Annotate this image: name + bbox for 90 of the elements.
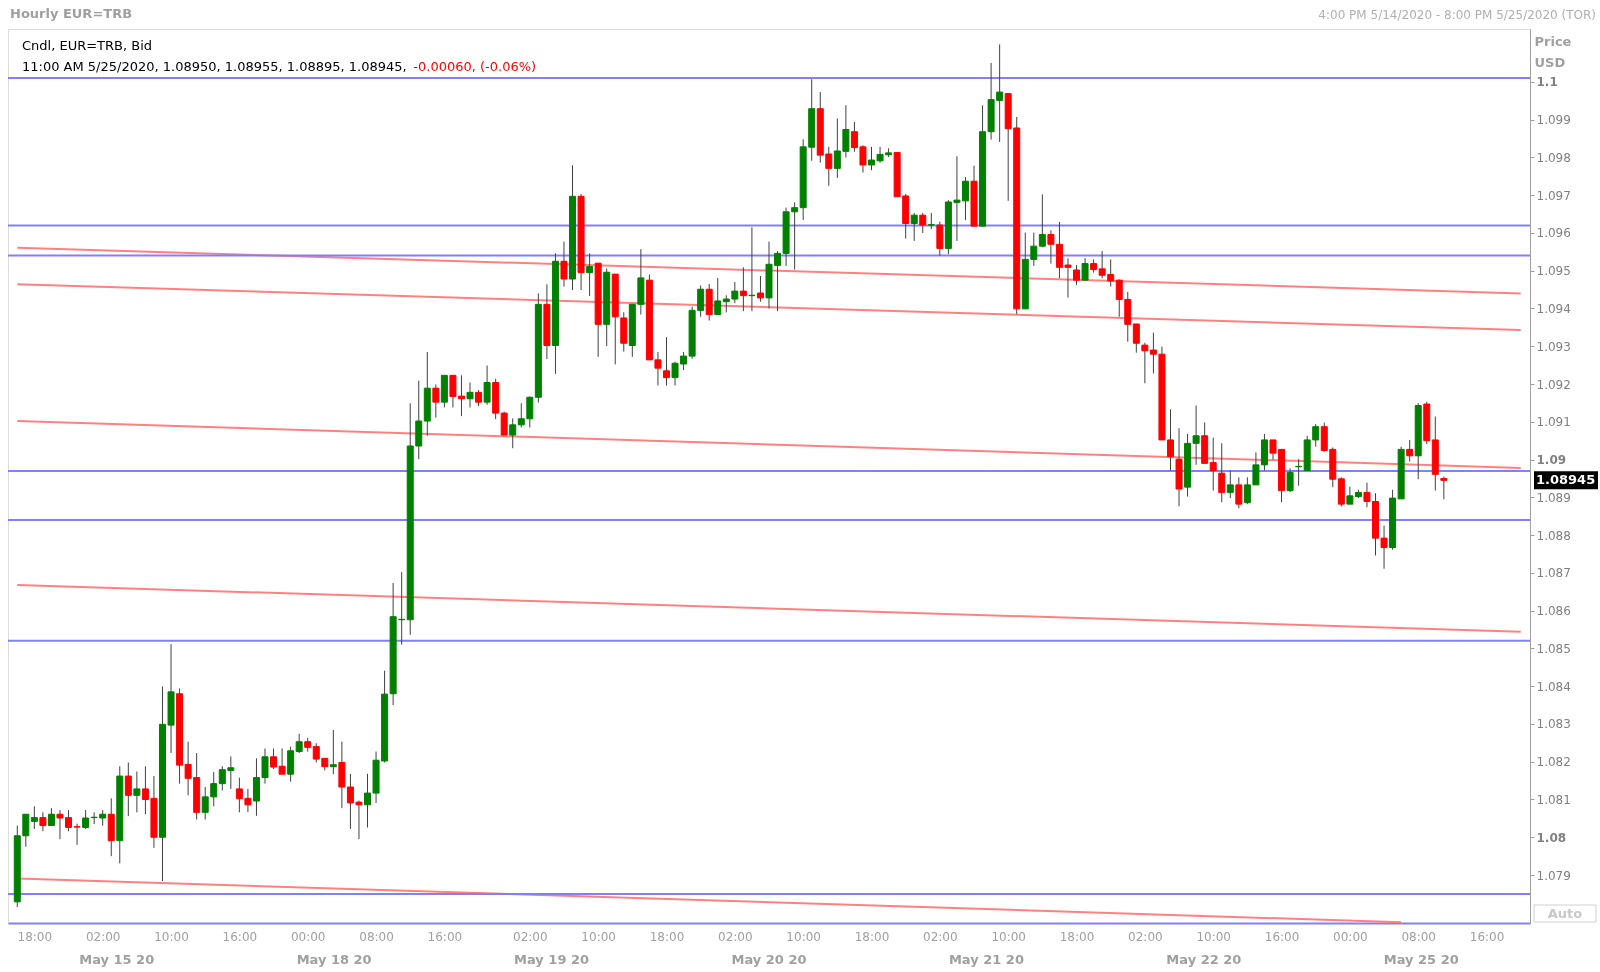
y-tick-label: 1.099 (1536, 113, 1571, 128)
candlestick (82, 809, 90, 830)
y-tick-label: 1.086 (1536, 604, 1571, 619)
y-tick-label: 1.092 (1536, 377, 1571, 392)
x-tick-label: 16:00 (1264, 929, 1300, 944)
x-tick-label: 10:00 (581, 929, 616, 944)
candlestick (1218, 442, 1226, 503)
text: May 19 20 (514, 952, 590, 967)
y-tick-label: 1.096 (1536, 226, 1571, 241)
y-tick-label: 1.094 (1536, 301, 1571, 316)
y-tick-label: 1.093 (1536, 339, 1571, 354)
annotation: Cndl, EUR=TRB, Bid (22, 38, 153, 53)
y-tick-label: 1.081 (1536, 792, 1571, 807)
candlestick (1226, 470, 1234, 499)
y-tick-label: 1.079 (1536, 868, 1571, 883)
candlestick (560, 241, 568, 288)
candlestick (483, 365, 491, 406)
text: May 22 20 (1166, 952, 1242, 967)
candlestick (919, 212, 927, 234)
y-tick-label: 1.083 (1536, 717, 1571, 732)
candlestick (756, 275, 764, 303)
candlestick (1286, 467, 1294, 493)
candlestick (124, 761, 132, 817)
y-tick-label: 1.091 (1536, 415, 1571, 430)
y-axis-title: Price USD (1534, 33, 1572, 70)
candlestick (287, 746, 295, 783)
candlestick (1073, 264, 1081, 286)
x-tick-label: 10:00 (991, 929, 1026, 944)
x-tick-label: 02:00 (85, 929, 121, 944)
text: May 25 20 (1383, 952, 1459, 967)
x-tick-label: 10:00 (154, 929, 189, 944)
candlestick (1132, 323, 1140, 354)
candlestick (133, 771, 141, 813)
x-tick-label: 10:00 (1196, 929, 1231, 944)
candlestick (509, 417, 517, 449)
candlestick (30, 805, 38, 830)
y-tick-label: 1.089 (1536, 490, 1571, 505)
candlestick (662, 336, 670, 387)
text: May 21 20 (948, 952, 1024, 967)
candlestick (1209, 437, 1217, 492)
x-tick-label: 16:00 (1469, 929, 1505, 944)
chart-subtitle: 4:00 PM 5/14/2020 - 8:00 PM 5/25/2020 (TOR) (1318, 8, 1596, 22)
y-tick-label: 1.097 (1536, 188, 1571, 203)
candlestick (39, 811, 47, 832)
candlestick (714, 277, 722, 316)
candlestick (586, 252, 594, 297)
y-tick-label: 1.098 (1536, 150, 1571, 165)
candlestick (1081, 257, 1089, 281)
y-tick-label: 1.082 (1536, 755, 1571, 770)
text: 1.08945 (1536, 472, 1596, 488)
y-tick-label: 1.087 (1536, 566, 1571, 581)
x-tick-label: 02:00 (1128, 929, 1163, 944)
chart-title: Hourly EUR=TRB (10, 6, 133, 21)
x-tick-label: 18:00 (854, 929, 890, 944)
x-tick-label: 00:00 (290, 929, 326, 944)
candlestick (1038, 193, 1046, 248)
y-tick-label: 1.088 (1536, 528, 1571, 543)
candlestick (329, 729, 337, 775)
x-tick-label: 18:00 (1059, 929, 1095, 944)
candlestick (1440, 476, 1448, 500)
candlestick (466, 382, 474, 408)
y-tick-label: 1.09 (1536, 453, 1567, 468)
candlestick (295, 733, 303, 754)
x-tick-label: 08:00 (359, 929, 394, 944)
candlestick (936, 221, 944, 257)
x-tick-label: 10:00 (786, 929, 821, 944)
x-tick-label: 08:00 (1401, 929, 1437, 944)
candlestick (432, 383, 440, 419)
text: May 18 20 (296, 952, 372, 967)
y-tick-label: 1.08 (1536, 830, 1567, 845)
candlestick (1235, 476, 1243, 509)
candlestick (910, 212, 918, 242)
y-tick-label: 1.085 (1536, 641, 1571, 656)
x-tick-label: 16:00 (427, 929, 463, 944)
annotation: -0.00060, (-0.06%) (413, 59, 537, 74)
candlestick (739, 266, 747, 312)
x-tick-label: 00:00 (1333, 929, 1368, 944)
y-tick-label: 1.1 (1536, 75, 1558, 90)
y-tick-label: 1.095 (1536, 264, 1571, 279)
x-tick-label: 18:00 (17, 929, 53, 944)
candlestick (1406, 439, 1414, 462)
x-tick-label: 18:00 (649, 929, 685, 944)
text: May 20 20 (731, 952, 807, 967)
x-tick-label: 16:00 (222, 929, 258, 944)
x-tick-label: 02:00 (923, 929, 958, 944)
x-tick-label: 02:00 (718, 929, 753, 944)
y-tick-label: 1.084 (1536, 679, 1571, 694)
x-tick-label: 02:00 (513, 929, 548, 944)
text: May 15 20 (79, 952, 155, 967)
annotation: 11:00 AM 5/25/2020, 1.08950, 1.08955, 1.08895, 1.08945, (22, 59, 407, 74)
